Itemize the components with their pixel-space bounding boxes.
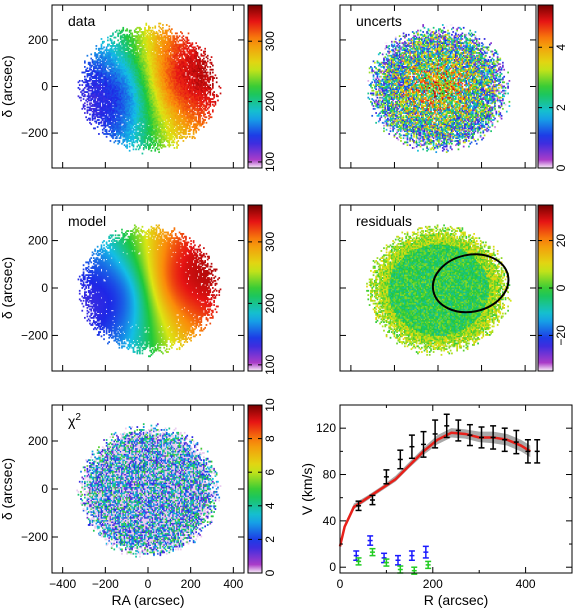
map-pixel bbox=[138, 137, 140, 139]
map-pixel bbox=[101, 38, 103, 40]
map-pixel bbox=[110, 140, 112, 142]
map-pixel bbox=[107, 39, 109, 41]
map-pixel bbox=[149, 27, 151, 29]
map-pixel bbox=[107, 37, 109, 39]
map-pixel bbox=[144, 27, 146, 29]
map-pixel bbox=[80, 100, 82, 102]
map-pixel bbox=[89, 118, 91, 120]
map-pixel bbox=[84, 76, 86, 78]
map-pixel bbox=[131, 32, 133, 34]
map-pixel bbox=[140, 28, 142, 30]
map-pixel bbox=[162, 24, 164, 26]
map-pixel bbox=[84, 94, 86, 96]
map-pixel bbox=[112, 32, 114, 34]
map-pixel bbox=[166, 24, 168, 26]
map-pixel bbox=[152, 27, 154, 29]
map-pixel bbox=[130, 30, 132, 32]
map-pixel bbox=[88, 83, 90, 85]
map-pixel bbox=[162, 30, 164, 32]
map-pixel bbox=[80, 97, 82, 99]
map-pixel bbox=[85, 116, 87, 118]
map-pixel bbox=[84, 66, 86, 68]
map-pixel bbox=[81, 84, 83, 86]
map-pixel bbox=[151, 150, 153, 152]
map-pixel bbox=[89, 114, 91, 116]
map-pixel bbox=[79, 88, 81, 90]
map-pixel bbox=[84, 60, 86, 62]
map-pixel bbox=[84, 108, 86, 110]
map-pixel bbox=[129, 146, 131, 148]
map-pixel bbox=[160, 31, 162, 33]
map-pixel bbox=[90, 123, 92, 125]
map-pixel bbox=[90, 53, 92, 55]
map-pixel bbox=[158, 151, 160, 153]
map-pixel bbox=[94, 127, 96, 129]
map-pixel bbox=[84, 105, 86, 107]
map-pixel bbox=[129, 150, 131, 152]
map-pixel bbox=[160, 23, 162, 25]
map-pixel bbox=[88, 93, 90, 95]
map-pixel bbox=[126, 144, 128, 146]
map-pixel bbox=[87, 55, 89, 57]
map-pixel bbox=[84, 112, 86, 114]
map-pixel bbox=[126, 28, 128, 30]
map-pixel bbox=[162, 27, 164, 29]
map-pixel bbox=[119, 140, 121, 142]
map-pixel bbox=[115, 37, 117, 39]
map-pixel bbox=[135, 148, 137, 150]
map-pixel bbox=[106, 136, 108, 138]
map-pixel bbox=[106, 129, 108, 131]
map-pixel bbox=[145, 23, 147, 25]
map-pixel bbox=[133, 144, 135, 146]
map-pixel bbox=[87, 104, 89, 106]
map-pixel bbox=[87, 67, 89, 69]
map-pixel bbox=[113, 41, 115, 43]
map-pixel bbox=[79, 80, 81, 82]
map-pixel bbox=[115, 140, 117, 142]
map-pixel bbox=[97, 126, 99, 128]
map-pixel bbox=[83, 98, 85, 100]
map-pixel bbox=[89, 62, 91, 64]
map-pixel bbox=[157, 32, 159, 34]
map-pixel bbox=[103, 41, 105, 43]
map-pixel bbox=[158, 148, 160, 150]
map-pixel bbox=[122, 27, 124, 29]
map-pixel bbox=[103, 46, 105, 48]
map-pixel bbox=[142, 153, 144, 155]
map-pixel bbox=[133, 148, 135, 150]
map-pixel bbox=[165, 146, 167, 148]
map-pixel bbox=[117, 39, 119, 41]
map-pixel bbox=[84, 102, 86, 104]
map-pixel bbox=[154, 25, 156, 27]
map-pixel bbox=[96, 48, 98, 50]
map-pixel bbox=[96, 45, 98, 47]
map-pixel bbox=[79, 84, 81, 86]
map-pixel bbox=[111, 39, 113, 41]
map-pixel bbox=[98, 119, 100, 121]
map-pixels bbox=[78, 23, 222, 155]
map-pixel bbox=[98, 133, 100, 135]
map-pixel bbox=[129, 143, 131, 145]
map-pixel bbox=[116, 30, 118, 32]
